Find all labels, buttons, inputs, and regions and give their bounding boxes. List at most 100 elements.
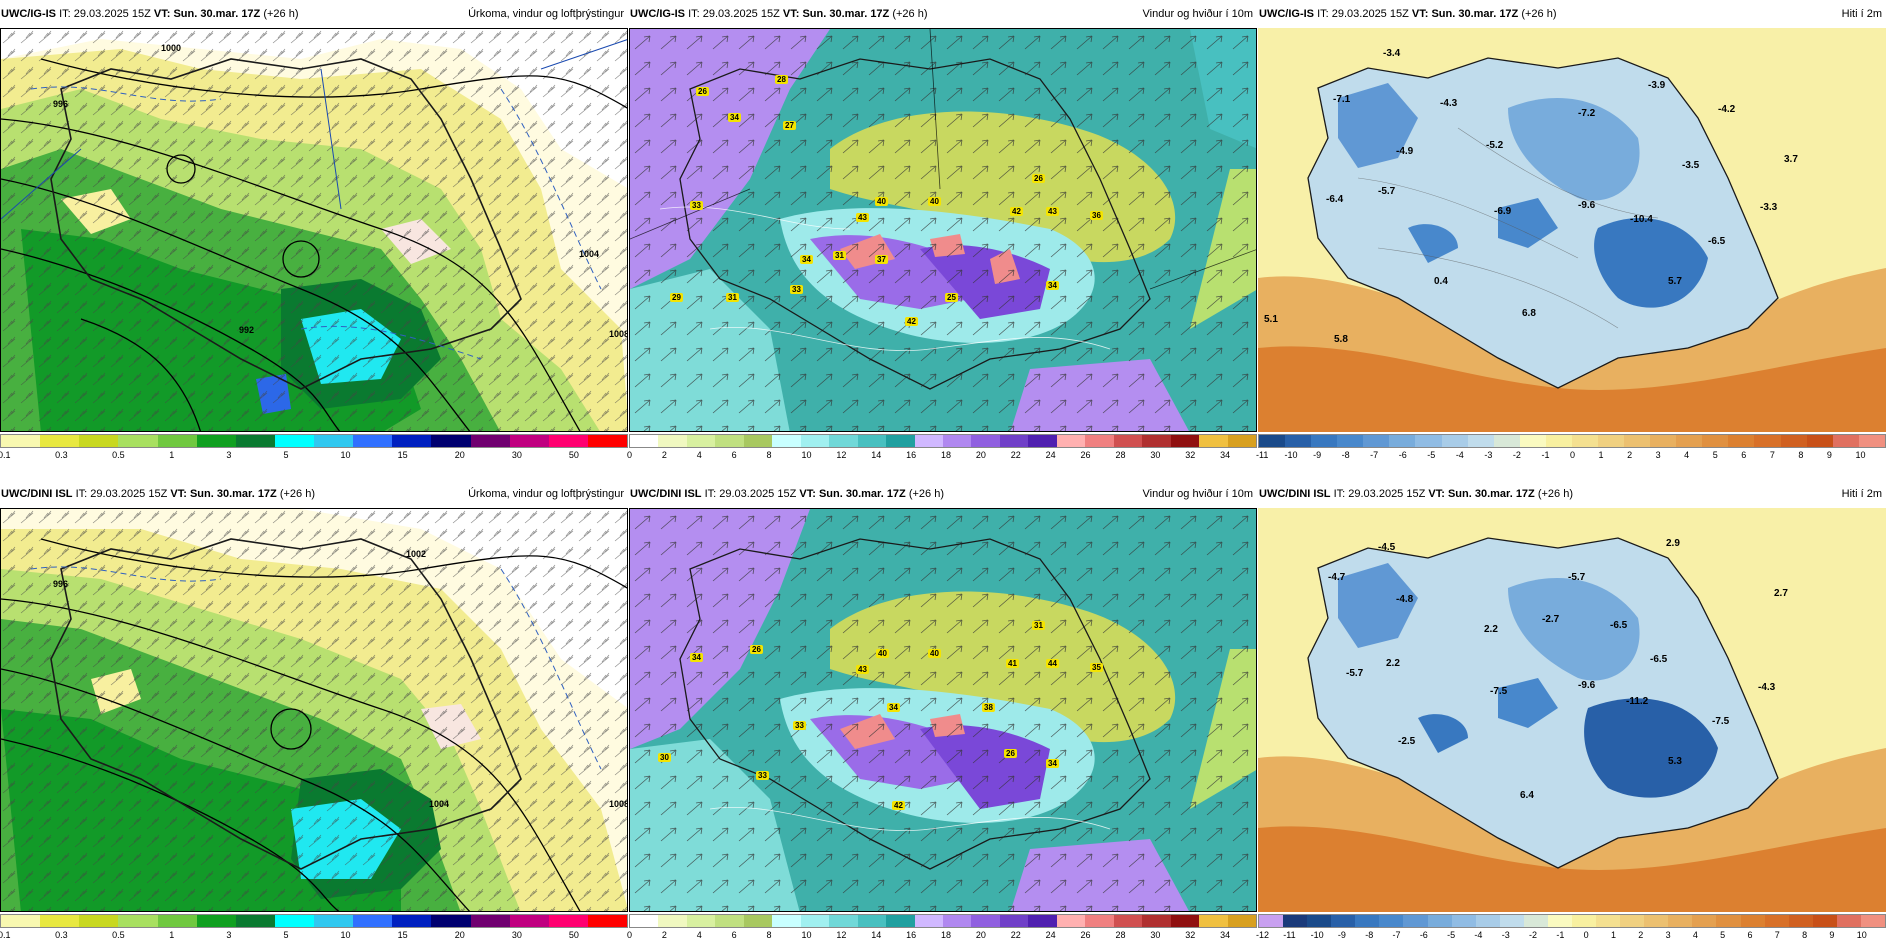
colorbar-tick: 15 bbox=[397, 450, 408, 460]
temp-map[interactable]: -4.5 -4.7 -4.8 2.9 -5.7 2.7 2.2 -2.7 -6.… bbox=[1258, 508, 1886, 912]
precip-panel-top: UWC/IG-IS IT: 29.03.2025 15Z VT: Sun. 30… bbox=[0, 0, 628, 470]
precip-map[interactable]: 1002 996 1004 1008 bbox=[0, 508, 628, 912]
pressure-label: 992 bbox=[239, 325, 255, 335]
pressure-label: 1002 bbox=[406, 549, 427, 559]
colorbar-swatch bbox=[79, 915, 119, 927]
colorbar-tick: 30 bbox=[511, 450, 522, 460]
colorbar-swatch bbox=[857, 915, 887, 927]
wind-label: 41 bbox=[1006, 659, 1019, 668]
panel-title: Hiti í 2m bbox=[1841, 488, 1882, 500]
temp-label: 5.7 bbox=[1668, 276, 1682, 287]
colorbar-tick: -11 bbox=[1283, 930, 1296, 940]
temp-label: -5.7 bbox=[1568, 572, 1586, 583]
colorbar-tick: 30 bbox=[1150, 450, 1161, 460]
wind-label: 34 bbox=[1046, 759, 1059, 768]
colorbar-tick: 24 bbox=[1045, 930, 1056, 940]
colorbar-swatch bbox=[971, 435, 1000, 447]
wind-panel-top: UWC/IG-IS IT: 29.03.2025 15Z VT: Sun. 30… bbox=[627, 0, 1257, 470]
colorbar-swatch bbox=[470, 915, 510, 927]
temp-label: 3.7 bbox=[1784, 154, 1798, 165]
pressure-label: 1008 bbox=[609, 329, 628, 339]
colorbar-swatch bbox=[1307, 915, 1332, 927]
precip-map[interactable]: 1000 996 992 1004 1008 bbox=[0, 28, 628, 432]
colorbar-tick: 15 bbox=[397, 930, 408, 940]
colorbar-tick: 5 bbox=[1712, 450, 1718, 460]
wind-colorbar bbox=[629, 434, 1257, 448]
temp-label: 2.2 bbox=[1386, 658, 1400, 669]
colorbar-swatch bbox=[1860, 915, 1886, 927]
temp-label: -5.7 bbox=[1378, 186, 1396, 197]
colorbar-tick: 4 bbox=[696, 930, 702, 940]
panel-title: Úrkoma, vindur og loftþrýstingur bbox=[468, 8, 624, 20]
colorbar-tick: 20 bbox=[975, 450, 986, 460]
colorbar-tick: 6 bbox=[1747, 930, 1753, 940]
colorbar-tick: 5 bbox=[283, 450, 289, 460]
panel-header: UWC/DINI ISL IT: 29.03.2025 15Z VT: Sun.… bbox=[1259, 488, 1882, 500]
colorbar-tick: 12 bbox=[836, 930, 847, 940]
wind-label: 33 bbox=[690, 201, 703, 210]
wind-label: 42 bbox=[905, 317, 918, 326]
colorbar-swatch bbox=[658, 435, 687, 447]
colorbar-swatch bbox=[1668, 915, 1693, 927]
colorbar-tick: 1 bbox=[1598, 450, 1604, 460]
colorbar-tick: -8 bbox=[1365, 930, 1374, 940]
colorbar-tick: -12 bbox=[1256, 930, 1270, 940]
colorbar-swatch bbox=[40, 915, 80, 927]
colorbar-tick: 10 bbox=[340, 450, 351, 460]
colorbar-swatch bbox=[314, 915, 354, 927]
colorbar-swatch bbox=[1170, 435, 1200, 447]
temp-map[interactable]: -3.4 -7.1 -4.3 -4.9 -7.2 -3.9 -4.2 -5.2 … bbox=[1258, 28, 1886, 432]
colorbar-swatch bbox=[1754, 435, 1781, 447]
colorbar-swatch bbox=[235, 915, 275, 927]
colorbar-tick: 0.5 bbox=[112, 930, 125, 940]
colorbar-swatch bbox=[1427, 915, 1452, 927]
colorbar-swatch bbox=[630, 915, 659, 927]
temp-label: 2.7 bbox=[1774, 588, 1788, 599]
colorbar-tick: -7 bbox=[1392, 930, 1401, 940]
model-name: UWC/DINI ISL bbox=[630, 488, 702, 500]
wind-map[interactable]: 26 28 34 27 33 40 40 42 43 43 36 26 34 3… bbox=[629, 28, 1257, 432]
colorbar-tick: -1 bbox=[1556, 930, 1565, 940]
colorbar-swatch bbox=[829, 435, 858, 447]
precip-panel-bottom: UWC/DINI ISL IT: 29.03.2025 15Z VT: Sun.… bbox=[0, 480, 628, 950]
colorbar-swatch bbox=[1836, 915, 1861, 927]
colorbar-swatch bbox=[857, 435, 887, 447]
wind-label: 27 bbox=[783, 121, 796, 130]
colorbar-swatch bbox=[1702, 435, 1729, 447]
colorbar-tick: 14 bbox=[871, 450, 882, 460]
colorbar-swatch bbox=[392, 435, 432, 447]
colorbar-tick: 3 bbox=[226, 930, 232, 940]
wind-label: 40 bbox=[876, 649, 889, 658]
wind-label: 34 bbox=[887, 703, 900, 712]
colorbar-swatch bbox=[971, 915, 1000, 927]
colorbar-swatch bbox=[1780, 435, 1807, 447]
colorbar-swatch bbox=[1545, 435, 1572, 447]
wind-map[interactable]: 26 31 34 40 43 40 41 44 35 34 33 38 30 2… bbox=[629, 508, 1257, 912]
colorbar-tick: 1 bbox=[169, 930, 175, 940]
colorbar-swatch bbox=[1571, 435, 1599, 447]
wind-label: 43 bbox=[1046, 207, 1059, 216]
colorbar-swatch bbox=[743, 435, 773, 447]
colorbar-tick: 30 bbox=[1150, 930, 1161, 940]
colorbar-tick: 26 bbox=[1080, 930, 1091, 940]
colorbar-tick: 30 bbox=[511, 930, 522, 940]
temp-label: 2.2 bbox=[1484, 624, 1498, 635]
colorbar-swatch bbox=[548, 435, 588, 447]
temp-label: -7.5 bbox=[1490, 686, 1508, 697]
panel-title: Vindur og hviður í 10m bbox=[1142, 488, 1253, 500]
colorbar-tick: 20 bbox=[454, 450, 465, 460]
colorbar-swatch bbox=[587, 435, 627, 447]
colorbar-swatch bbox=[886, 435, 915, 447]
colorbar-swatch bbox=[157, 915, 197, 927]
colorbar-tick: 28 bbox=[1115, 930, 1126, 940]
colorbar-swatch bbox=[1598, 435, 1625, 447]
colorbar-swatch bbox=[1056, 915, 1086, 927]
panel-header: UWC/IG-IS IT: 29.03.2025 15Z VT: Sun. 30… bbox=[1, 8, 624, 20]
colorbar-swatch bbox=[1523, 915, 1548, 927]
colorbar-swatch bbox=[40, 435, 80, 447]
colorbar-tick: -6 bbox=[1398, 450, 1407, 460]
temp-label: -4.3 bbox=[1758, 682, 1776, 693]
colorbar-swatch bbox=[1740, 915, 1765, 927]
wind-colorbar-ticks: 0 2 4 6 8 10 12 14 16 18 20 22 24 26 28 30 32 34 bbox=[627, 930, 1257, 942]
colorbar-swatch bbox=[772, 915, 801, 927]
